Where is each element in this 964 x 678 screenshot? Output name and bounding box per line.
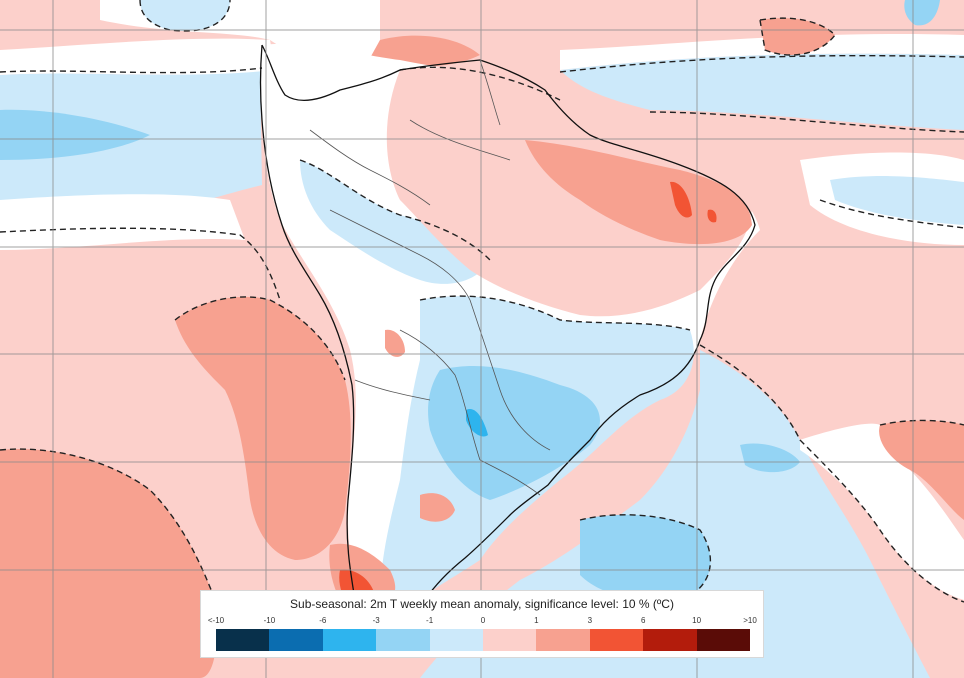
coastline [259,44,756,601]
legend-swatch-7 [589,629,644,651]
pacific-neutral-upper [0,38,275,75]
legend-swatch-1 [269,629,323,651]
argentina-warm-spot [420,493,455,522]
caribbean-warm [370,35,480,67]
andes-cool [300,160,490,284]
pacific-cool-band [0,70,262,230]
legend-swatch-3 [376,629,430,651]
caribbean-cool [140,0,230,31]
legend-tick-label: 0 [480,616,486,625]
brazil-warm-hot-small [707,209,717,223]
atlantic-east-neutral [800,423,964,600]
atlantic-east-warm [879,420,964,520]
legend-swatch-2 [322,629,377,651]
southcentral-cool-core [428,365,600,500]
legend-swatch-8 [643,629,697,651]
pacific-warm-core-1 [175,296,351,560]
pacific-warm-core-2 [0,449,217,678]
atlantic-cool-band [560,53,964,130]
legend-swatch-4 [429,629,484,651]
atlantic-neutral-strip [560,33,964,70]
legend-swatch-9 [696,629,751,651]
south-atlantic-cool-east [740,443,800,473]
legend-tick-label: -1 [426,616,434,625]
legend-swatch-0 [216,629,270,651]
brazil-warm-hot [670,181,692,218]
caribbean-warm-2 [760,18,835,55]
paraguay-cool-hot [466,409,488,437]
legend-tick-label: 1 [534,616,539,625]
pacific-cool-core [0,109,150,160]
south-atlantic-cool-core [580,514,711,602]
legend-tick-label: 3 [587,616,593,625]
legend-tick-label: -10 [263,616,276,625]
legend-tick-label: >10 [743,616,757,625]
legend-swatch-6 [536,629,590,651]
brazil-warm-core [525,140,752,245]
legend-tick-label: -6 [319,616,327,625]
significance-contours [0,0,964,603]
legend-tick-label: 6 [640,616,646,625]
legend-tick-label: <-10 [207,616,225,625]
legend-swatch-5 [483,629,537,651]
legend-tick-label: -3 [372,616,380,625]
legend-swatches [216,629,751,651]
colorbar-legend: Sub-seasonal: 2m T weekly mean anomaly, … [200,590,764,658]
pacific-neutral-lower [0,194,245,250]
country-borders [309,59,551,496]
atlantic-cool-east-core [830,176,964,225]
legend-tick-label: 10 [692,616,702,625]
legend-title: Sub-seasonal: 2m T weekly mean anomaly, … [290,597,674,611]
andes-warm-spot [385,329,405,357]
